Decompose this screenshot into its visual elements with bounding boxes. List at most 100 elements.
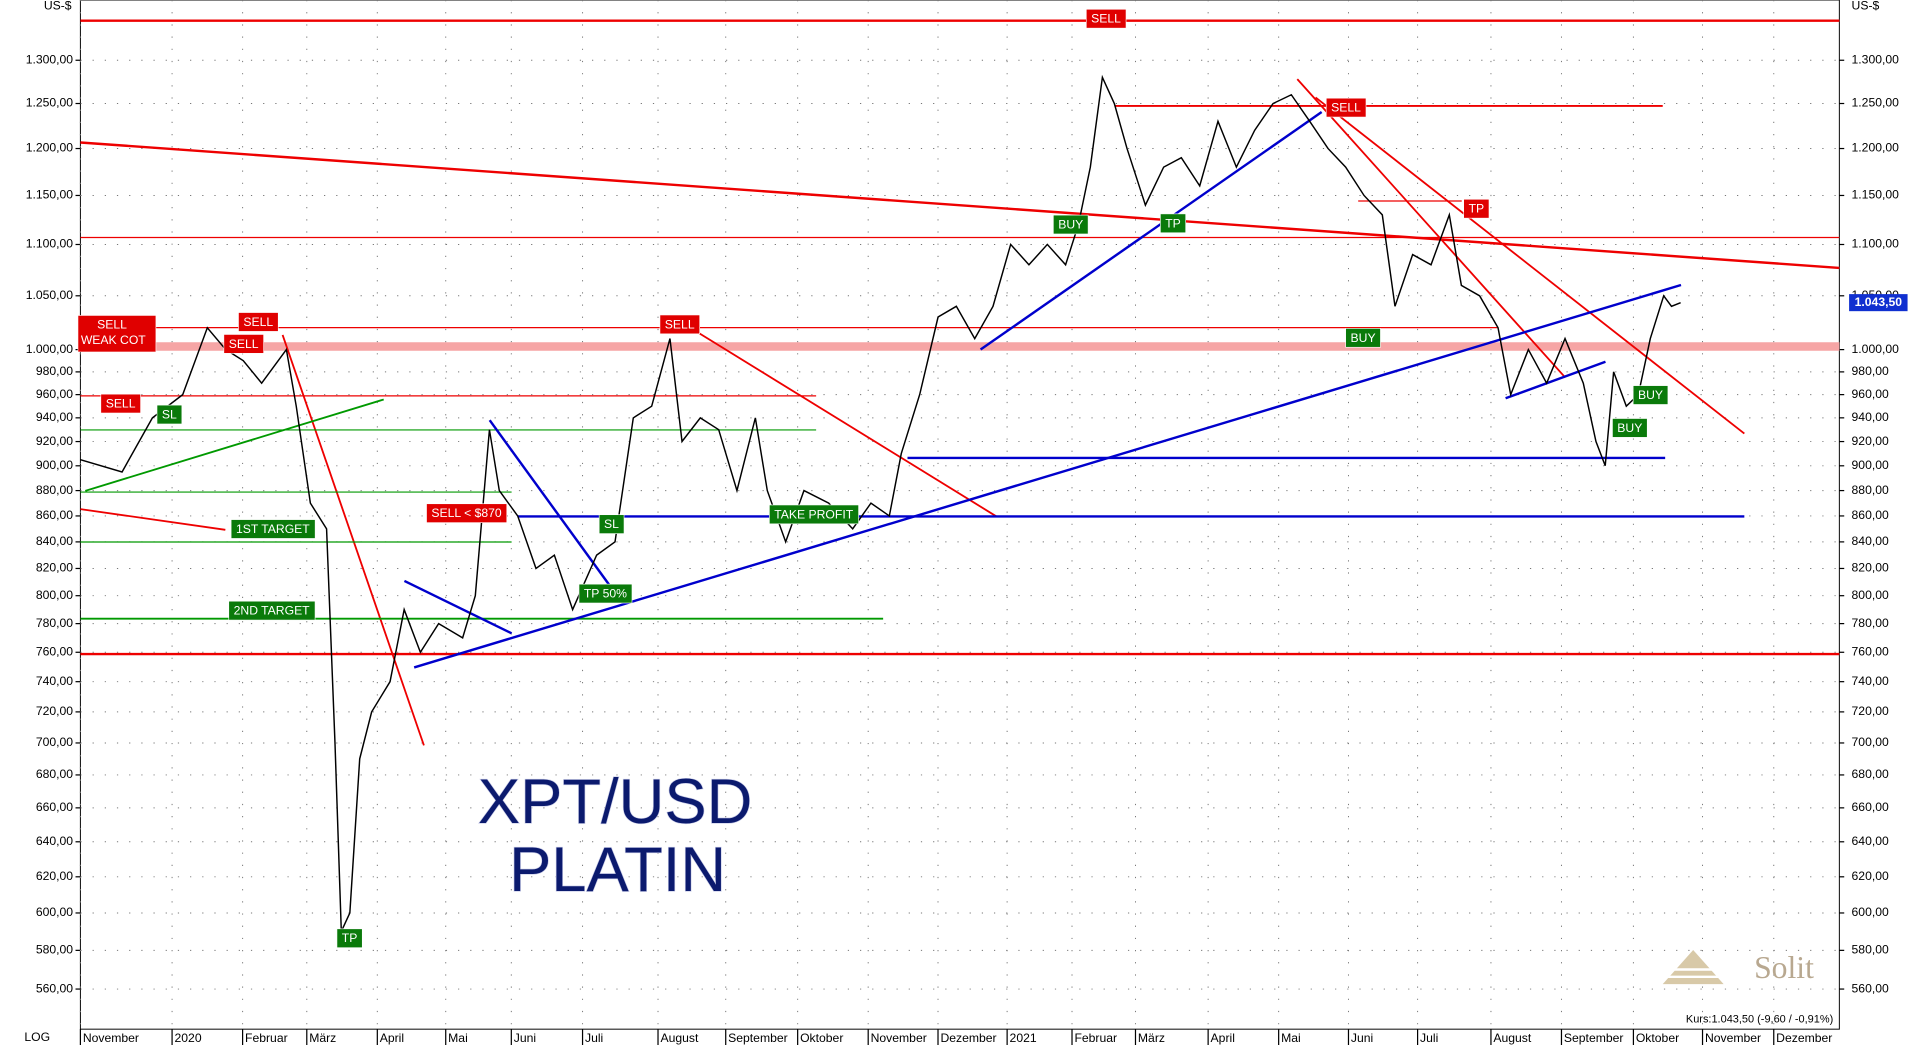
y-tick-label: 880,00: [1852, 483, 1889, 497]
x-tick-label: März: [1138, 1031, 1165, 1045]
y-tick-label: 1.050,00: [26, 288, 74, 302]
trend-line: [403, 579, 513, 635]
unit-label: US-$: [44, 0, 72, 12]
annotation-label: SELL: [243, 315, 273, 329]
y-tick-label: 820,00: [1852, 561, 1889, 575]
y-tick-label: 800,00: [36, 588, 73, 602]
annotation-box: [1325, 97, 1367, 118]
y-tick-label: 720,00: [1852, 704, 1889, 718]
y-tick-label: 960,00: [1852, 387, 1889, 401]
x-tick-label: November: [83, 1031, 139, 1045]
chart-title: XPT/USD: [478, 767, 752, 837]
y-tick-label: 820,00: [36, 561, 73, 575]
y-tick-label: 900,00: [36, 458, 73, 472]
trend-line: [281, 334, 425, 746]
x-tick-label: Juni: [514, 1031, 536, 1045]
x-tick-label: April: [1211, 1031, 1235, 1045]
y-tick-label: 920,00: [1852, 434, 1889, 448]
annotation-box: [1053, 214, 1089, 235]
support-band: [80, 342, 1840, 351]
annotation-box: [77, 315, 157, 353]
y-tick-label: 960,00: [36, 387, 73, 401]
x-tick-label: Mai: [448, 1031, 468, 1045]
trend-line: [979, 111, 1323, 351]
annotation-box: [1463, 198, 1490, 219]
y-tick-label: 760,00: [1852, 644, 1889, 658]
x-tick-label: 2021: [1010, 1031, 1037, 1045]
annotation-box: [1160, 213, 1187, 234]
y-tick-label: 780,00: [36, 616, 73, 630]
y-tick-label: 1.200,00: [26, 141, 74, 155]
annotation-label: BUY: [1617, 421, 1642, 435]
x-tick-label: September: [1564, 1031, 1624, 1045]
y-tick-label: 580,00: [1852, 943, 1889, 957]
annotation-box: [578, 583, 633, 604]
x-tick-label: April: [380, 1031, 404, 1045]
annotation-label: BUY: [1058, 218, 1083, 232]
y-tick-label: 560,00: [36, 981, 73, 995]
annotation-box: [1345, 328, 1381, 348]
trend-line: [1296, 78, 1566, 379]
plot-area: 1.043,50: [80, 74, 1908, 932]
y-tick-label: 680,00: [36, 767, 73, 781]
x-tick-label: Juni: [1351, 1031, 1373, 1045]
y-tick-label: 920,00: [36, 434, 73, 448]
trend-line: [1314, 96, 1745, 435]
y-tick-label: 880,00: [36, 483, 73, 497]
x-tick-label: August: [660, 1031, 699, 1045]
x-tick-label: Juli: [1420, 1031, 1438, 1045]
annotation-label: TP: [342, 931, 358, 945]
y-tick-label: 620,00: [1852, 869, 1889, 883]
annotation-label: SELL: [106, 397, 136, 411]
annotation-box: [228, 600, 316, 621]
logo-text: Solit: [1754, 950, 1814, 985]
annotation-box: [426, 503, 508, 523]
annotation-label: SL: [604, 517, 619, 531]
y-tick-label: 760,00: [36, 644, 73, 658]
y-tick-label: 1.000,00: [1852, 342, 1900, 356]
quote: Kurs:1.043,50 (-9,60 / -0,91%): [1686, 1013, 1833, 1025]
y-tick-label: 1.100,00: [1852, 237, 1900, 251]
y-tick-label: 740,00: [36, 674, 73, 688]
x-tick-label: Mai: [1281, 1031, 1301, 1045]
y-tick-label: 940,00: [36, 410, 73, 424]
annotation-label: WEAK COT: [81, 333, 146, 347]
y-tick-label: 940,00: [1852, 410, 1889, 424]
y-tick-label: 620,00: [36, 869, 73, 883]
trend-line: [1505, 360, 1606, 400]
y-tick-label: 560,00: [1852, 981, 1889, 995]
trend-line: [681, 321, 997, 518]
x-tick-label: Februar: [1074, 1031, 1117, 1045]
annotation-label: SELL < $870: [431, 506, 502, 520]
annotation-label: TP 50%: [584, 587, 627, 601]
logo: Solit: [1659, 950, 1814, 985]
annotation-label: SELL: [97, 317, 127, 331]
trend-line: [80, 141, 1840, 270]
annotations: SELL SELL WEAK COT SELL SELL SELL SL 1ST TARGET…: [77, 8, 1669, 948]
y-tick-label: 740,00: [1852, 674, 1889, 688]
annotation-label: SELL: [1331, 101, 1361, 115]
annotation-box: [598, 514, 625, 534]
price-tag: [1849, 294, 1908, 312]
annotation-box: [230, 519, 316, 539]
x-tick-label: September: [728, 1031, 788, 1045]
annotation-box: [769, 504, 859, 525]
annotation-label: SL: [162, 408, 177, 422]
annotation-label: SELL: [665, 317, 695, 331]
annotation-box: [659, 314, 701, 335]
y-tick-label: 680,00: [1852, 767, 1889, 781]
y-tick-label: 860,00: [36, 508, 73, 522]
annotation-label: BUY: [1638, 388, 1663, 402]
chart-subtitle: PLATIN: [509, 835, 726, 905]
y-tick-label: 1.200,00: [1852, 141, 1900, 155]
plot-frame: [79, 0, 1840, 1030]
annotation-label: TP: [1469, 202, 1485, 216]
annotation-label: 2ND TARGET: [234, 604, 311, 618]
x-tick-label: 2020: [175, 1031, 202, 1045]
annotation-label: SELL: [1091, 12, 1121, 26]
trend-line: [413, 283, 1682, 669]
y-tick-label: 1.000,00: [26, 342, 74, 356]
x-tick-label: November: [1705, 1031, 1761, 1045]
x-tick-label: Dezember: [1776, 1031, 1832, 1045]
